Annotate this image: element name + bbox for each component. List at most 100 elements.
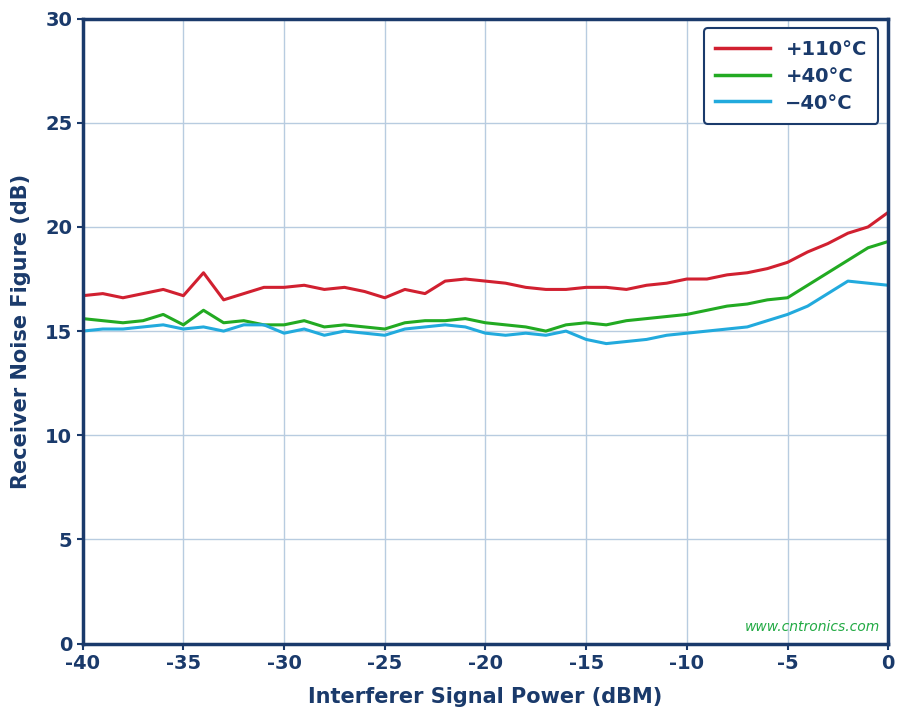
−40°C bbox=[439, 320, 450, 329]
+110°C bbox=[198, 269, 209, 277]
+110°C bbox=[722, 271, 733, 279]
−40°C bbox=[863, 279, 873, 287]
−40°C bbox=[561, 327, 572, 335]
−40°C bbox=[178, 325, 188, 333]
+40°C bbox=[279, 320, 290, 329]
+110°C bbox=[802, 248, 813, 256]
+110°C bbox=[661, 279, 672, 287]
+40°C bbox=[762, 296, 773, 304]
+110°C bbox=[823, 239, 834, 248]
+40°C bbox=[882, 237, 893, 246]
−40°C bbox=[258, 320, 269, 329]
+110°C bbox=[118, 294, 129, 302]
+40°C bbox=[158, 310, 169, 319]
+40°C bbox=[218, 319, 229, 327]
−40°C bbox=[198, 322, 209, 331]
+110°C bbox=[782, 258, 793, 266]
+40°C bbox=[742, 299, 753, 308]
−40°C bbox=[641, 335, 652, 344]
+110°C bbox=[863, 223, 873, 231]
+110°C bbox=[561, 285, 572, 294]
−40°C bbox=[359, 329, 370, 337]
+110°C bbox=[843, 229, 853, 238]
Line: +110°C: +110°C bbox=[82, 213, 888, 300]
+40°C bbox=[118, 319, 129, 327]
+110°C bbox=[500, 279, 511, 287]
+110°C bbox=[299, 281, 310, 289]
−40°C bbox=[722, 325, 733, 333]
−40°C bbox=[77, 327, 88, 335]
+110°C bbox=[701, 275, 712, 284]
−40°C bbox=[460, 322, 471, 331]
−40°C bbox=[802, 302, 813, 310]
+40°C bbox=[641, 314, 652, 323]
+110°C bbox=[742, 269, 753, 277]
+40°C bbox=[439, 317, 450, 325]
+40°C bbox=[299, 317, 310, 325]
Line: −40°C: −40°C bbox=[82, 281, 888, 344]
+110°C bbox=[238, 289, 249, 298]
X-axis label: Interferer Signal Power (dBM): Interferer Signal Power (dBM) bbox=[308, 687, 662, 707]
+40°C bbox=[400, 319, 410, 327]
+40°C bbox=[863, 243, 873, 252]
+110°C bbox=[601, 283, 612, 292]
+110°C bbox=[178, 292, 188, 300]
−40°C bbox=[581, 335, 592, 344]
−40°C bbox=[621, 337, 631, 346]
−40°C bbox=[742, 322, 753, 331]
+110°C bbox=[138, 289, 149, 298]
+110°C bbox=[641, 281, 652, 289]
+110°C bbox=[258, 283, 269, 292]
+110°C bbox=[380, 294, 390, 302]
+40°C bbox=[561, 320, 572, 329]
−40°C bbox=[158, 320, 169, 329]
+110°C bbox=[97, 289, 108, 298]
−40°C bbox=[118, 325, 129, 333]
+110°C bbox=[882, 208, 893, 217]
−40°C bbox=[238, 320, 249, 329]
−40°C bbox=[419, 322, 430, 331]
−40°C bbox=[97, 325, 108, 333]
+40°C bbox=[460, 314, 471, 323]
−40°C bbox=[823, 289, 834, 298]
+40°C bbox=[500, 320, 511, 329]
+110°C bbox=[319, 285, 330, 294]
−40°C bbox=[380, 331, 390, 340]
+110°C bbox=[520, 283, 531, 292]
+40°C bbox=[621, 317, 631, 325]
−40°C bbox=[540, 331, 551, 340]
−40°C bbox=[882, 281, 893, 289]
+40°C bbox=[319, 322, 330, 331]
+40°C bbox=[359, 322, 370, 331]
+110°C bbox=[419, 289, 430, 298]
+40°C bbox=[843, 256, 853, 264]
−40°C bbox=[138, 322, 149, 331]
Y-axis label: Receiver Noise Figure (dB): Receiver Noise Figure (dB) bbox=[11, 174, 31, 489]
+40°C bbox=[701, 306, 712, 314]
−40°C bbox=[762, 317, 773, 325]
−40°C bbox=[701, 327, 712, 335]
+40°C bbox=[178, 320, 188, 329]
+40°C bbox=[198, 306, 209, 314]
−40°C bbox=[218, 327, 229, 335]
+110°C bbox=[762, 264, 773, 273]
+110°C bbox=[460, 275, 471, 284]
+110°C bbox=[279, 283, 290, 292]
+40°C bbox=[238, 317, 249, 325]
−40°C bbox=[681, 329, 692, 337]
−40°C bbox=[661, 331, 672, 340]
+40°C bbox=[138, 317, 149, 325]
+110°C bbox=[400, 285, 410, 294]
+110°C bbox=[77, 292, 88, 300]
+40°C bbox=[782, 294, 793, 302]
−40°C bbox=[319, 331, 330, 340]
+110°C bbox=[581, 283, 592, 292]
+40°C bbox=[339, 320, 350, 329]
+110°C bbox=[339, 283, 350, 292]
+40°C bbox=[258, 320, 269, 329]
+40°C bbox=[480, 319, 491, 327]
+40°C bbox=[380, 325, 390, 333]
−40°C bbox=[782, 310, 793, 319]
+40°C bbox=[802, 281, 813, 289]
+110°C bbox=[439, 277, 450, 286]
